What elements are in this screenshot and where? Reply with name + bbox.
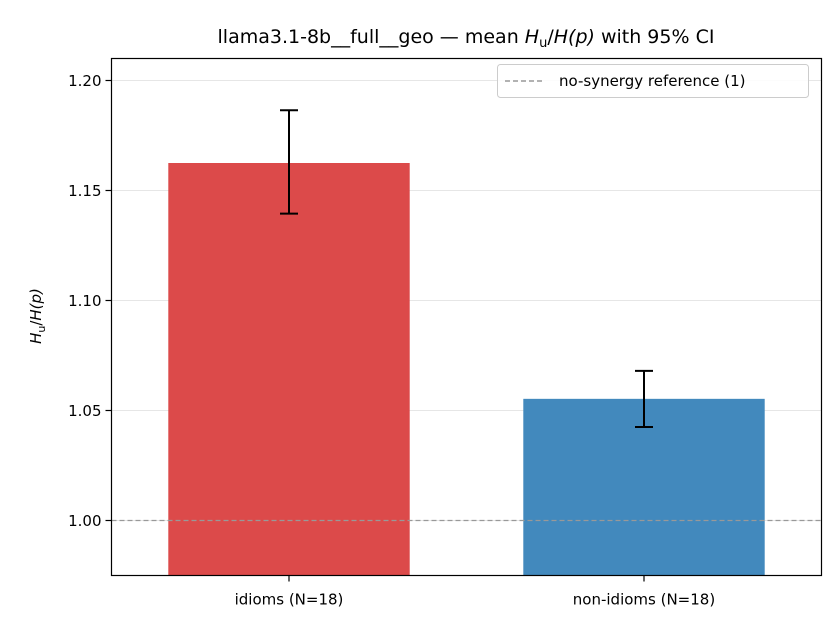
error-bar xyxy=(280,109,298,215)
x-tick-label: non-idioms (N=18) xyxy=(573,591,715,609)
bars xyxy=(168,163,765,576)
legend-label: no-synergy reference (1) xyxy=(559,72,746,90)
x-axis-ticks: idioms (N=18) non-idioms (N=18) xyxy=(235,575,715,609)
bar xyxy=(523,398,765,576)
y-tick-label: 1.00 xyxy=(68,512,101,530)
chart-title: llama3.1-8b__full__geo — mean Hu/H(p) wi… xyxy=(218,26,715,51)
legend-box xyxy=(497,64,809,98)
error-bars xyxy=(280,109,653,428)
plot-frame xyxy=(110,57,823,577)
y-axis-label: Hu/H(p) xyxy=(27,288,48,344)
error-bar xyxy=(635,369,653,428)
x-tick-label: idioms (N=18) xyxy=(235,591,344,609)
y-tick-label: 1.15 xyxy=(68,182,101,200)
y-axis-ticks: 1.00 1.05 1.10 1.15 1.20 xyxy=(68,72,112,530)
bar xyxy=(168,163,410,576)
y-tick-label: 1.05 xyxy=(68,402,101,420)
y-tick-label: 1.20 xyxy=(68,72,101,90)
legend: no-synergy reference (1) xyxy=(497,64,809,98)
y-tick-label: 1.10 xyxy=(68,292,101,310)
